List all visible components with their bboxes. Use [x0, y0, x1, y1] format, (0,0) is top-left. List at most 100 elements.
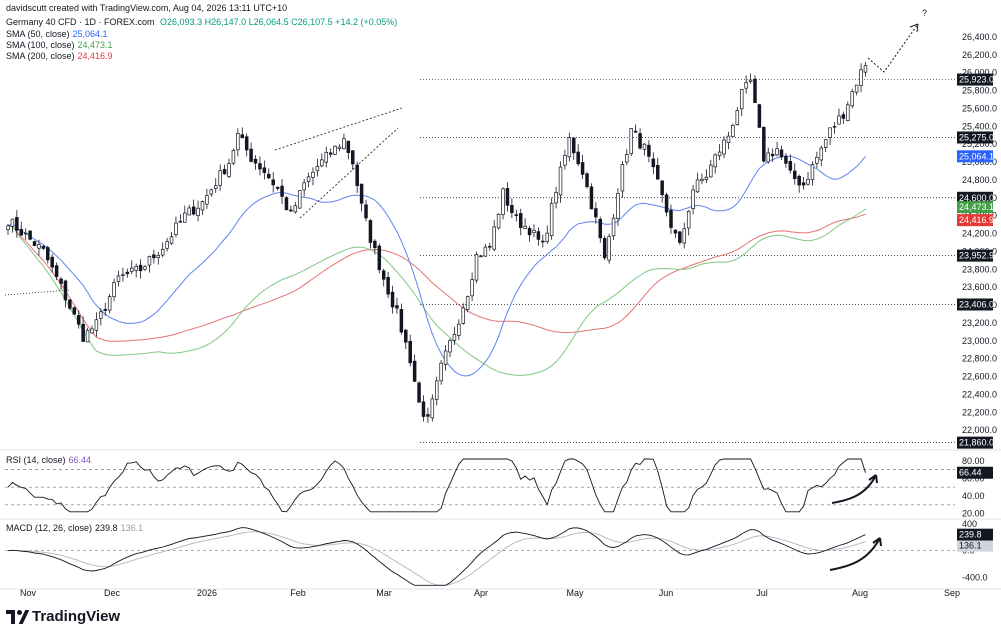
y-tick-label: 24,800.0 [962, 175, 997, 185]
sma-value-label: 25,064.1 [959, 151, 994, 161]
candle-body [381, 270, 386, 280]
candle-body [320, 159, 324, 167]
candle-body [152, 254, 156, 259]
y-tick-label: 25,600.0 [962, 103, 997, 113]
candle-body [709, 164, 713, 178]
candle-body [430, 398, 435, 419]
candle-body [333, 145, 337, 155]
candle-body [611, 217, 616, 237]
candle-body [138, 264, 143, 272]
candle-body [165, 241, 169, 249]
candle-body [558, 166, 563, 196]
candle-body [775, 148, 779, 156]
key-level-label: 23,406.0 [959, 299, 994, 309]
tradingview-logo[interactable]: TradingView [6, 608, 120, 625]
candle-body [196, 207, 200, 216]
candle-body [399, 308, 404, 333]
candle-body [726, 135, 731, 144]
rsi-line [7, 458, 866, 513]
candle-body [695, 179, 700, 193]
candle-body [395, 305, 399, 309]
candle-body [59, 278, 63, 284]
candle-body [474, 254, 479, 281]
indicator-sma50[interactable]: SMA (50, close) 25,064.1 [6, 29, 111, 40]
candle-body [6, 225, 10, 230]
candle-body [744, 82, 748, 89]
candle-body [324, 152, 328, 163]
candle-body [678, 231, 682, 243]
y-tick-label: 23,600.0 [962, 282, 997, 292]
key-level-label: 21,860.0 [959, 438, 994, 448]
macd-arrow [829, 537, 881, 571]
trendline [274, 107, 403, 151]
candle-body [76, 315, 81, 325]
candle-body [859, 69, 863, 86]
candle-body [585, 173, 589, 187]
x-tick-label: Feb [290, 588, 306, 598]
candle-body [686, 210, 691, 229]
candle-body [116, 275, 121, 282]
y-tick-label: 25,400.0 [962, 121, 997, 131]
indicator-label: SMA (50, close) [6, 29, 70, 39]
candle-body [461, 307, 466, 324]
y-tick-label: 26,000.0 [962, 68, 997, 78]
candle-body [258, 163, 262, 170]
candle-body [253, 158, 258, 164]
key-level-tag [957, 436, 993, 449]
candle-body [655, 164, 660, 180]
candle-body [757, 104, 762, 128]
candle-body [572, 137, 576, 154]
candle-body [527, 227, 532, 236]
rsi-label: RSI (14, close) [6, 455, 66, 465]
indicator-sma200[interactable]: SMA (200, close) 24,416.9 [6, 51, 116, 62]
candle-body [156, 255, 161, 258]
candle-body [554, 192, 558, 204]
candle-body [854, 84, 859, 93]
candle-body [748, 79, 753, 82]
candle-body [598, 218, 603, 239]
candle-body [793, 170, 797, 179]
indicator-value: 24,473.1 [77, 40, 113, 50]
macd-header[interactable]: MACD (12, 26, close) 239.8 136.1 [6, 523, 146, 534]
candle-body [797, 175, 801, 186]
candle-body [784, 156, 788, 164]
sma-value-label: 24,416.9 [959, 215, 994, 225]
candle-body [213, 185, 218, 189]
macd-value-label: 239.8 [959, 530, 982, 540]
candle-body [505, 188, 510, 206]
candle-body [753, 78, 757, 103]
sma-value-tag [957, 214, 993, 227]
candle-body [731, 124, 735, 137]
candle-body [523, 225, 527, 230]
candle-body [589, 186, 594, 210]
y-tick-label: 22,800.0 [962, 354, 997, 364]
macd-tick-label: 400 [962, 519, 977, 529]
candle-body [788, 160, 793, 171]
candle-body [125, 271, 130, 275]
candle-body [364, 204, 368, 219]
candle-body [439, 362, 443, 382]
candle-body [700, 178, 704, 182]
candle-body [837, 115, 841, 125]
y-tick-label: 25,200.0 [962, 139, 997, 149]
sma-value-tag [957, 201, 993, 214]
candle-body [130, 267, 134, 272]
candle-body [19, 229, 24, 236]
indicator-sma100[interactable]: SMA (100, close) 24,473.1 [6, 40, 116, 51]
candle-body [54, 265, 59, 277]
candle-body [642, 143, 647, 150]
candle-body [121, 274, 125, 276]
candle-body [134, 265, 138, 271]
symbol-name[interactable]: Germany 40 CFD · 1D · FOREX.com [6, 17, 155, 27]
candle-body [549, 203, 554, 237]
candle-body [390, 291, 395, 308]
y-tick-label: 22,400.0 [962, 389, 997, 399]
candle-body [337, 146, 342, 149]
candle-body [143, 266, 147, 270]
rsi-header[interactable]: RSI (14, close) 66.44 [6, 455, 94, 466]
sma50-line [7, 155, 866, 377]
trendline [4, 289, 71, 296]
candle-body [514, 214, 519, 216]
candle-body [682, 228, 687, 244]
